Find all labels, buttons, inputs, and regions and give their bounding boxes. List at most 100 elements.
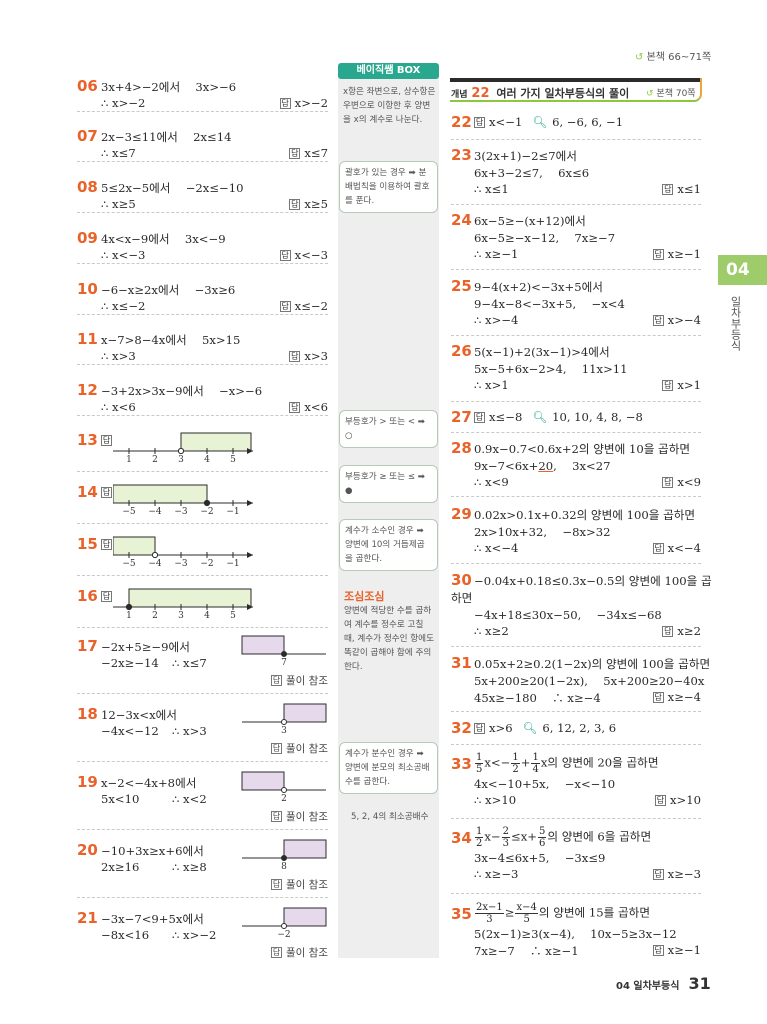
problem-number: 15 [77, 535, 98, 553]
closed-point [125, 603, 133, 611]
problem-number: 07 [77, 127, 98, 145]
divider [451, 139, 701, 140]
check-values: 10, 10, 4, 8, −8 [552, 410, 643, 424]
tick-label: 1 [126, 611, 132, 619]
open-point [281, 787, 287, 793]
answer-value: x<9 [677, 475, 701, 489]
divider [451, 563, 701, 564]
divider [77, 415, 328, 416]
see-solution-text: 풀이 참조 [286, 675, 328, 687]
chapter-tab: 04 [718, 255, 767, 285]
problem-line-1: 5(x−1)+2(3x−1)>4에서 [474, 345, 610, 359]
page-ref-header: ↺ 본책 66~71쪽 [635, 52, 712, 63]
basic-box-column [338, 70, 439, 958]
problem-number: 33 [451, 755, 472, 773]
problem-number: 21 [77, 909, 98, 927]
see-solution-text: 풀이 참조 [286, 743, 328, 755]
problem-line-2: −4x+18≤30x−50, −34x≤−68 [474, 608, 662, 622]
answer-mark-icon: 답 [101, 539, 112, 550]
denominator: 3 [486, 914, 493, 925]
divider [77, 161, 328, 162]
problem-line-2: ∴ x>3 [101, 349, 136, 363]
tick-label: 4 [204, 455, 210, 463]
problem-conclusion: ∴ x≥8 [172, 860, 207, 874]
problem-line-2: ∴ x≤7 [101, 146, 136, 160]
problem-line-1: 4x<x−9에서 3x<−9 [101, 232, 226, 246]
magnifier-icon: 🔍︎ [532, 410, 548, 424]
line-part: , 3x<27 [553, 459, 611, 473]
answer-value: x>−4 [667, 313, 701, 327]
divider [77, 364, 328, 365]
see-solution-note: 답 풀이 참조 [271, 945, 328, 960]
point-label: 2 [281, 794, 287, 802]
line-part: 의 양변에 15를 곱하면 [538, 905, 650, 920]
number-line: −5 −4 −3 −2 −1 [113, 484, 253, 515]
inequality-graph: 3 [242, 703, 327, 734]
answer-value: x≥−1 [667, 943, 701, 957]
problem-answer: 답 x>1 [662, 378, 701, 392]
line-part: x− [484, 829, 501, 844]
footer-chapter: 04 일차부등식 [616, 981, 680, 992]
problem-number: 23 [451, 146, 472, 164]
problem-line-1: 12−3x<x에서 [101, 708, 177, 722]
basic-note-5: 계수가 소수인 경우 ➡ 양변에 10의 거듭제곱을 곱한다. [339, 519, 438, 571]
line-part: 9x−7<6x+ [474, 459, 539, 473]
answer-mark-icon: 답 [662, 184, 674, 195]
answer-value: x>6 [489, 721, 513, 735]
answer-mark-icon: 답 [652, 543, 664, 554]
problem-answer: 답 x≥−4 [652, 690, 701, 704]
quick-answer: 답 x≤−8 🔍︎ 10, 10, 4, 8, −8 [474, 410, 643, 424]
problem-line-1: 6x−5≥−(x+12)에서 [474, 214, 586, 228]
basic-note-7: 계수가 분수인 경우 ➡ 양변에 분모의 최소공배수를 곱한다. [339, 742, 438, 794]
problem-answer: 답 x>10 [654, 793, 701, 807]
problem-line-1: x−2<−4x+8에서 [101, 776, 197, 790]
problem-answer: 답 x<−4 [652, 541, 701, 555]
divider [77, 693, 328, 694]
problem-answer: 답 x≥−1 [652, 943, 701, 957]
problem-number: 24 [451, 211, 472, 229]
problem-answer: 답 x≤7 [289, 146, 328, 160]
problem-number: 25 [451, 277, 472, 295]
problem-line-3: 45x≥−180 ∴ x≥−4 [474, 691, 601, 705]
tick-label: 5 [230, 611, 236, 619]
magnifier-icon: 🔍︎ [532, 115, 548, 129]
highlighted-term: 20 [538, 459, 554, 473]
tick-label: −3 [174, 559, 188, 567]
problem-line-1: 3(2x+1)−2≤7에서 [474, 149, 577, 163]
problem-number: 20 [77, 841, 98, 859]
solution-region [241, 635, 285, 655]
tick-label: 5 [230, 455, 236, 463]
solution-region [283, 703, 327, 723]
line-part: ≤x+ [511, 829, 537, 844]
open-point [151, 551, 159, 559]
problem-conclusion: ∴ x>3 [172, 724, 207, 738]
problem-line-2: 6x+3−2≤7, 6x≤6 [474, 166, 590, 180]
concept-header-bar [450, 78, 700, 82]
see-solution-note: 답 풀이 참조 [271, 809, 328, 824]
divider [77, 471, 328, 472]
divider [77, 627, 328, 628]
problem-line-3: ∴ x≥−1 [474, 247, 519, 261]
tick-label: −5 [122, 507, 136, 515]
answer-mark-icon: 답 [289, 199, 301, 210]
problem-number: 22 [451, 113, 472, 131]
answer-mark-icon: 답 [101, 487, 112, 498]
divider [77, 575, 328, 576]
answer-mark-icon: 답 [662, 477, 674, 488]
problem-number: 11 [77, 330, 98, 348]
point-label: −2 [277, 930, 290, 938]
answer-value: x>1 [677, 378, 701, 392]
answer-value: x≤−8 [489, 410, 523, 424]
numerator: 5 [537, 826, 547, 838]
inequality-graph: 7 [241, 635, 326, 666]
inequality-graph: 8 [242, 839, 327, 870]
tick-label: −1 [226, 559, 239, 567]
problem-line-2: ∴ x≤−2 [101, 299, 146, 313]
problem-line-2: 4x<−10+5x, −x<−10 [474, 777, 616, 791]
divider [451, 401, 701, 402]
basic-note-6-title: 조심조심 [344, 590, 385, 603]
point-label: 8 [281, 862, 287, 870]
problem-line-1: 5≤2x−5에서 −2x≤−10 [101, 181, 244, 195]
